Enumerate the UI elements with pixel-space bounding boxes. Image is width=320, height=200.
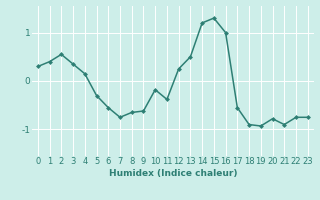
X-axis label: Humidex (Indice chaleur): Humidex (Indice chaleur) <box>108 169 237 178</box>
